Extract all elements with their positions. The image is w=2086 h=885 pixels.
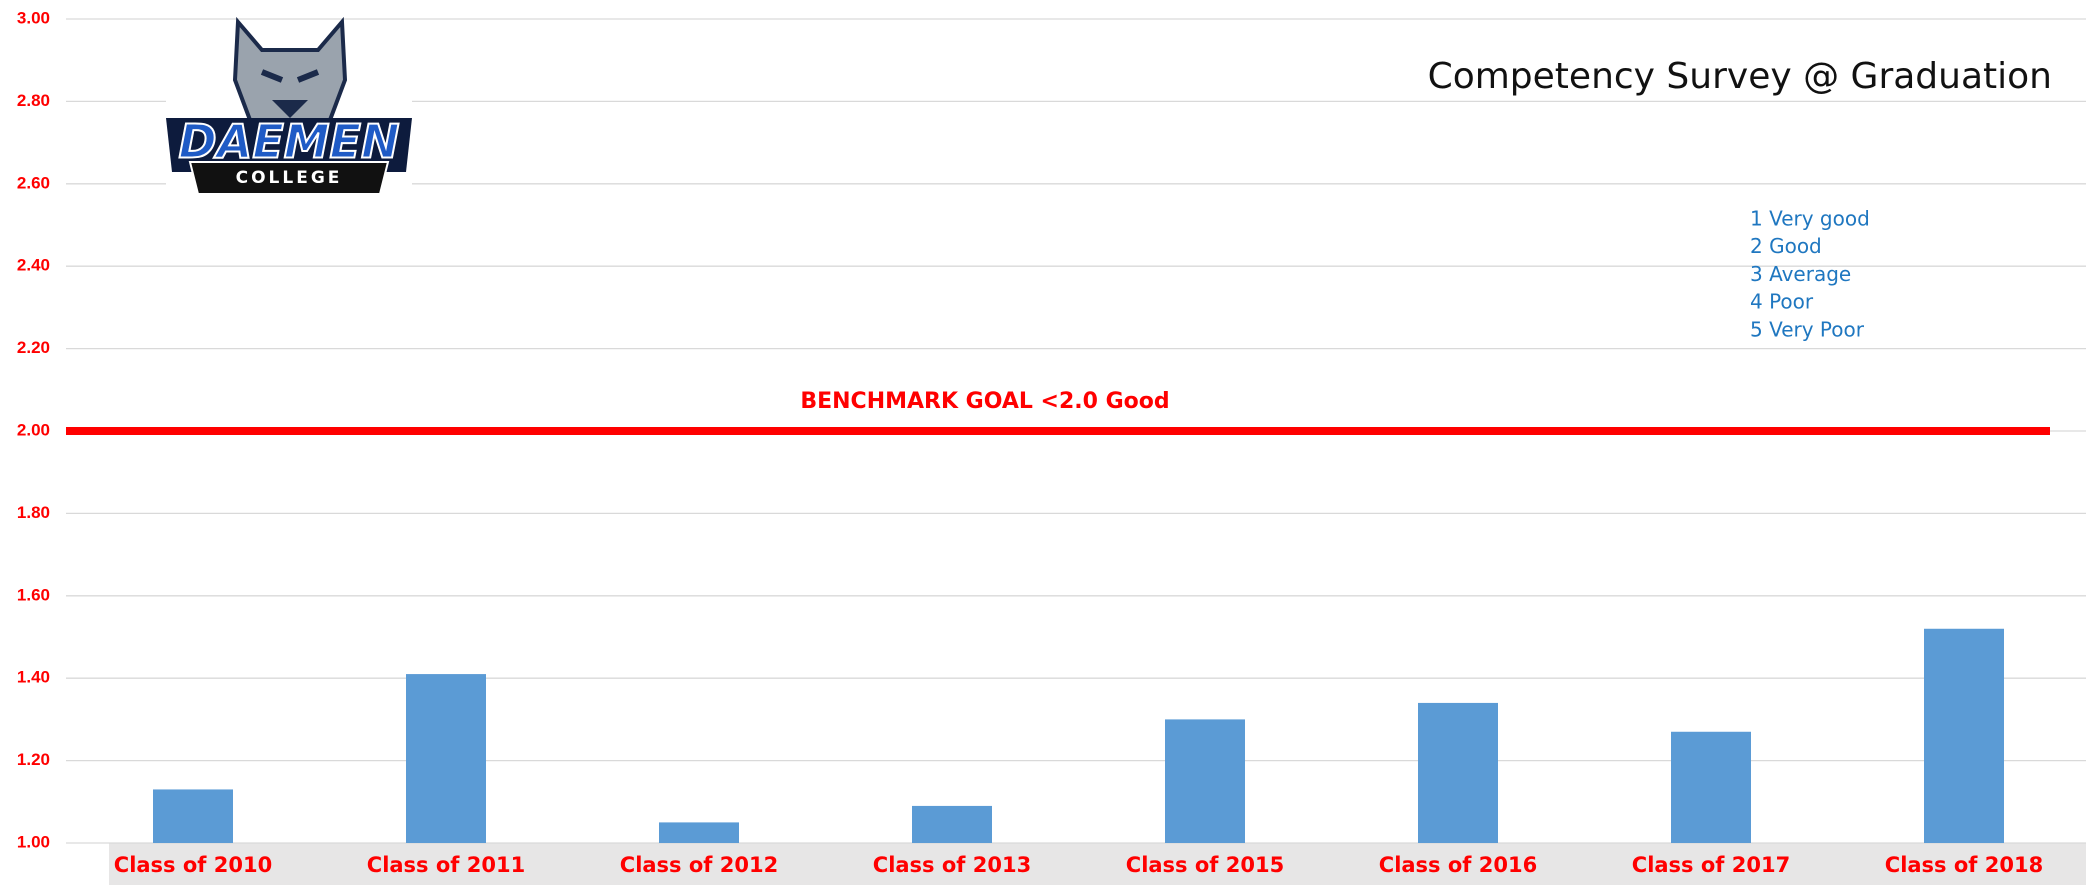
logo-eyes [260, 69, 320, 83]
y-tick-label: 2.40 [17, 256, 50, 275]
y-tick-label: 2.20 [17, 338, 50, 357]
bar [406, 674, 486, 843]
bar [1671, 731, 1751, 843]
benchmark-label: BENCHMARK GOAL <2.0 Good [800, 389, 1169, 414]
y-tick-label: 1.00 [17, 832, 50, 851]
logo-subname: COLLEGE [236, 168, 343, 188]
scale-legend-item: 3 Average [1750, 262, 1851, 286]
y-tick-label: 2.00 [17, 420, 50, 439]
bar [912, 805, 992, 843]
chart-title: Competency Survey @ Graduation [1428, 56, 2052, 97]
y-tick-label: 1.20 [17, 750, 50, 769]
y-tick-label: 3.00 [17, 8, 50, 27]
x-axis-band [109, 843, 2086, 885]
x-tick-label: Class of 2011 [367, 853, 525, 877]
logo-sub-banner [188, 161, 390, 195]
logo-mouth [272, 100, 308, 118]
logo-banner [166, 118, 412, 172]
x-tick-label: Class of 2010 [114, 853, 272, 877]
logo: DAEMEN COLLEGE [166, 16, 412, 195]
bar [153, 789, 233, 843]
bar [659, 822, 739, 843]
bar [1165, 719, 1245, 843]
y-tick-label: 1.40 [17, 668, 50, 687]
scale-legend-item: 4 Poor [1750, 290, 1814, 314]
logo-head [232, 16, 348, 122]
x-tick-label: Class of 2012 [620, 853, 778, 877]
x-tick-label: Class of 2015 [1126, 853, 1284, 877]
y-tick-label: 1.80 [17, 503, 50, 522]
bar [1924, 628, 2004, 843]
x-tick-label: Class of 2018 [1885, 853, 2043, 877]
bar [1418, 702, 1498, 843]
x-tick-label: Class of 2013 [873, 853, 1031, 877]
x-tick-label: Class of 2016 [1379, 853, 1537, 877]
scale-legend-item: 5 Very Poor [1750, 317, 1865, 341]
y-tick-label: 1.60 [17, 585, 50, 604]
logo-name: DAEMEN [179, 115, 400, 169]
scale-legend-item: 1 Very good [1750, 207, 1870, 231]
scale-legend-item: 2 Good [1750, 234, 1822, 258]
y-tick-label: 2.60 [17, 173, 50, 192]
y-tick-label: 2.80 [17, 91, 50, 110]
x-tick-label: Class of 2017 [1632, 853, 1790, 877]
